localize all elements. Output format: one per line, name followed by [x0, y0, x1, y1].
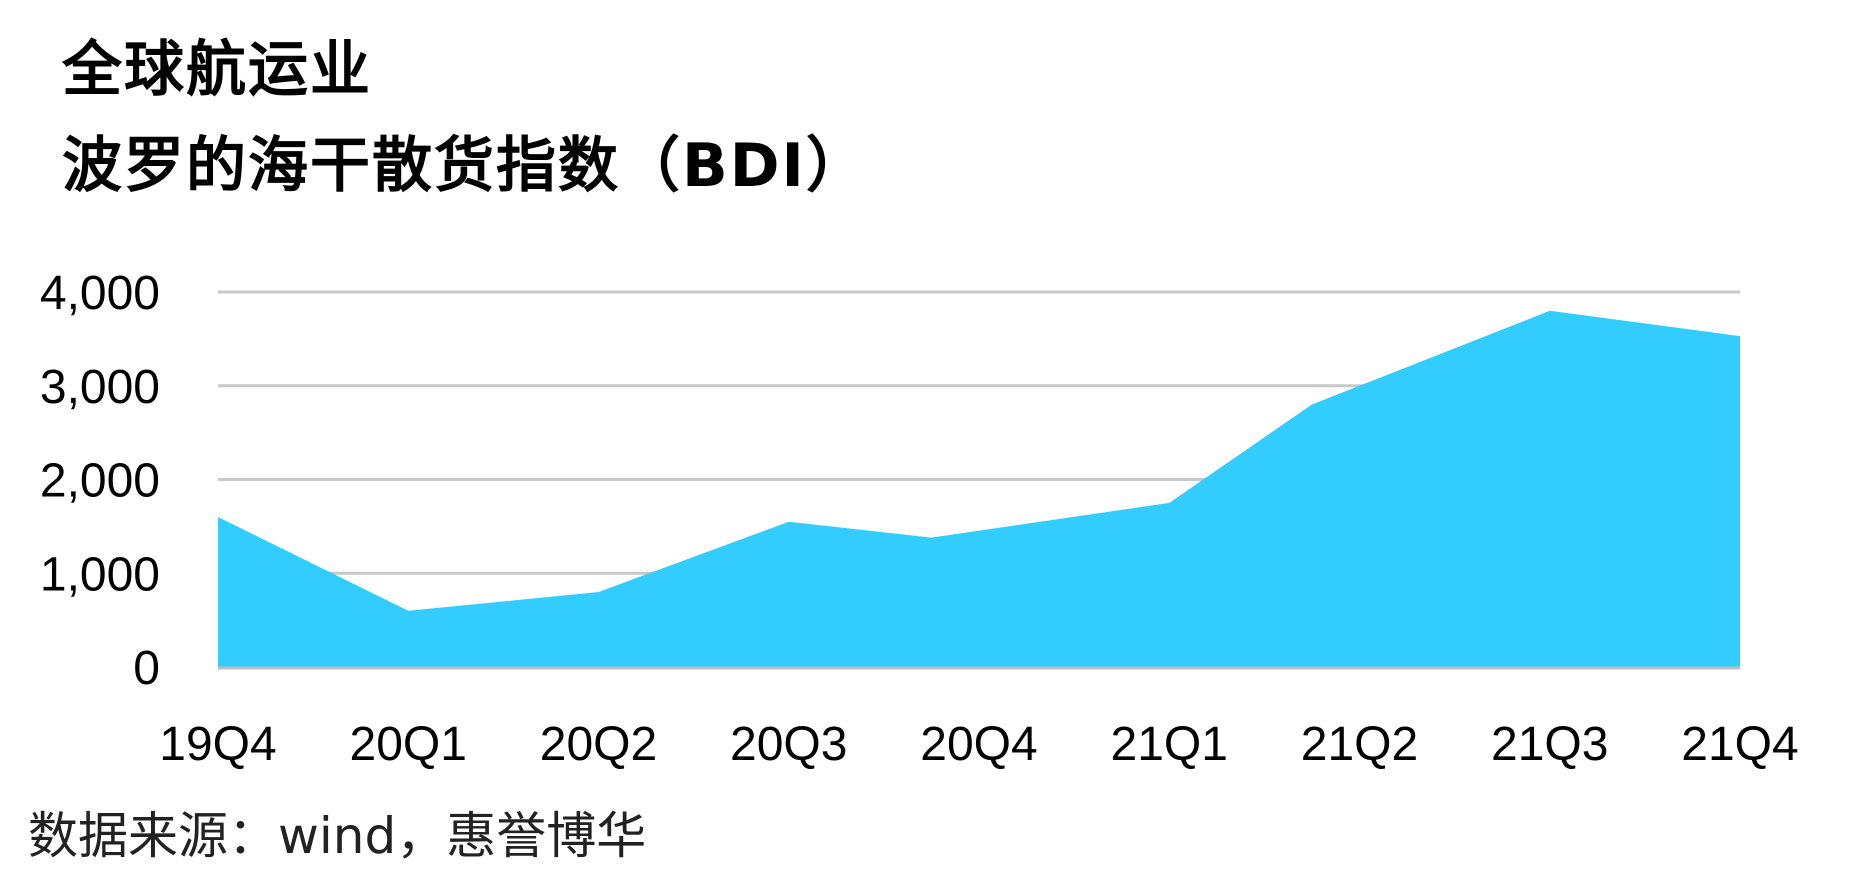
area-series: [218, 310, 1740, 667]
x-tick-label: 21Q4: [1681, 718, 1798, 771]
y-tick-label: 2,000: [40, 455, 160, 508]
x-tick-label: 20Q1: [350, 718, 467, 771]
x-tick-label: 20Q4: [920, 718, 1037, 771]
chart-title-line-2: 波罗的海干散货指数（BDI）: [62, 131, 868, 201]
source-note: 数据来源：wind，惠誉博华: [28, 807, 647, 865]
x-tick-label: 21Q1: [1111, 718, 1228, 771]
x-tick-label: 20Q2: [540, 718, 657, 771]
y-tick-labels: 0 1,000 2,000 3,000 4,000: [40, 267, 160, 695]
y-tick-label: 1,000: [40, 548, 160, 601]
y-tick-label: 4,000: [40, 267, 160, 320]
x-tick-label: 21Q2: [1301, 718, 1418, 771]
chart-title-line-1: 全球航运业: [62, 35, 372, 105]
x-tick-label: 19Q4: [159, 718, 276, 771]
x-tick-label: 20Q3: [730, 718, 847, 771]
chart-title: 全球航运业 波罗的海干散货指数（BDI）: [62, 22, 868, 214]
y-tick-label: 3,000: [40, 361, 160, 414]
y-tick-label: 0: [133, 642, 160, 695]
bdi-area: [218, 310, 1740, 667]
x-tick-label: 21Q3: [1491, 718, 1608, 771]
x-tick-labels: 19Q4 20Q1 20Q2 20Q3 20Q4 21Q1 21Q2 21Q3 21Q4: [159, 718, 1798, 771]
